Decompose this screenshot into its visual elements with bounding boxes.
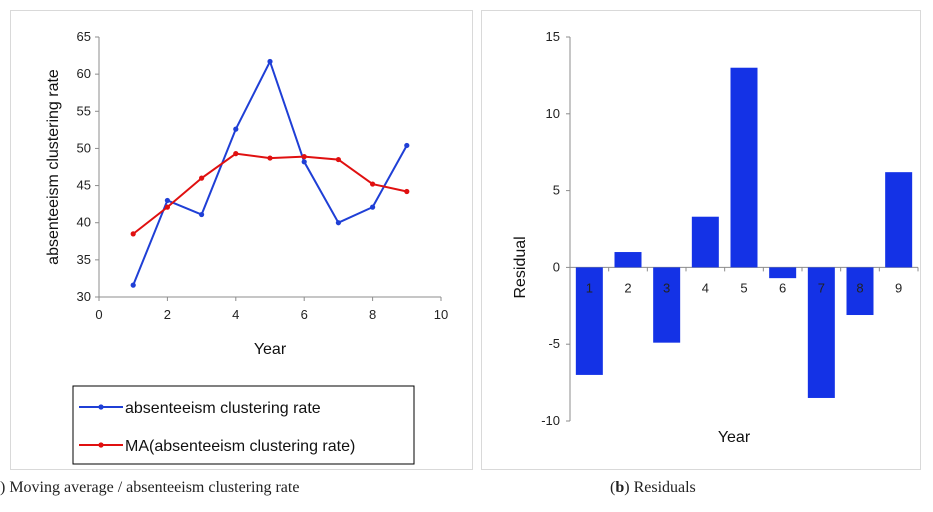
series-2-point [301,154,307,160]
residual-bar [885,172,913,268]
series-2-point [164,204,170,210]
residual-bar [653,267,681,343]
y-axis-title: Residual [512,236,529,298]
legend-marker-1 [98,404,104,410]
category-label: 2 [624,280,631,295]
residual-bar [691,216,719,268]
residual-bar [769,267,797,279]
series-1-point [267,58,273,65]
chart-b-panel: -10 -5 0 5 10 15 1 2 3 4 5 6 7 8 9 Year Residual [481,10,921,470]
y-tick-label: 55 [77,103,91,118]
y-tick-label: 35 [77,252,91,267]
series-1-point [199,211,205,218]
x-axis-title: Year [718,429,751,446]
category-label: 7 [818,280,825,295]
series-2-point [130,231,136,237]
residual-bar [846,267,874,316]
legend-label-1: absenteeism clustering rate [125,400,321,417]
legend-marker-2 [98,442,104,448]
x-tick-label: 4 [232,307,239,322]
y-tick-label: 50 [77,140,91,155]
caption-a: ) Moving average / absenteeism clusterin… [0,479,299,497]
caption-b: (b) Residuals [610,479,696,497]
residual-bar [575,267,603,375]
residual-bar [614,252,642,268]
series-1-point [335,220,341,226]
caption-b-prefix: ( [610,479,616,496]
y-tick-label: 30 [77,289,91,304]
x-axis-title: Year [254,341,287,358]
series-1-point [301,159,307,165]
series-2-point [267,155,273,161]
legend-box [72,385,415,465]
caption-a-text: ) Moving average / absenteeism clusterin… [0,479,300,496]
caption-b-suffix: ) Residuals [624,479,696,496]
x-tick-label: 0 [95,307,102,322]
category-label: 5 [740,280,747,295]
x-tick-label: 10 [434,307,448,322]
category-label: 3 [663,280,670,295]
chart-a-panel: 30 35 40 45 50 55 60 65 0 2 4 6 8 10 Year absenteeism c… [10,10,473,470]
series-1-point [233,126,239,132]
residual-bar [807,267,835,398]
y-tick-label: -10 [541,413,560,428]
y-axis-title: absenteeism clustering rate [45,69,62,265]
series-line-1 [132,58,408,286]
category-label: 6 [779,280,786,295]
series-1-point [404,142,410,149]
series-2-point [404,188,410,195]
category-label: 1 [586,280,593,295]
y-tick-label: 5 [553,183,560,198]
series-2-point [370,181,376,187]
series-1-point [130,282,136,288]
x-tick-label: 2 [164,307,171,322]
y-tick-label: 15 [546,29,560,44]
x-tick-label: 8 [369,307,376,322]
chart-a-svg: 30 35 40 45 50 55 60 65 0 2 4 6 8 10 Year absenteeism c… [45,29,448,465]
y-tick-label: 10 [546,106,560,121]
y-tick-label: 45 [77,178,91,193]
y-tick-label: -5 [548,336,560,351]
caption-b-letter: b [615,479,625,496]
series-2-point [335,156,341,163]
residual-bar [730,67,758,268]
y-tick-label: 65 [77,29,91,44]
series-1-point [370,204,376,210]
legend-label-2: MA(absenteeism clustering rate) [125,438,355,455]
series-1-point [164,197,170,204]
chart-b-svg: -10 -5 0 5 10 15 1 2 3 4 5 6 7 8 9 Year Residual [512,29,919,446]
series-2-point [233,151,239,157]
x-tick-label: 6 [301,307,308,322]
category-label: 4 [702,280,709,295]
series-line-2 [132,152,408,235]
y-tick-label: 40 [77,215,91,230]
category-label: 9 [895,280,902,295]
y-tick-label: 0 [553,259,560,274]
category-label: 8 [856,280,863,295]
y-tick-label: 60 [77,66,91,81]
series-2-point [199,175,205,181]
